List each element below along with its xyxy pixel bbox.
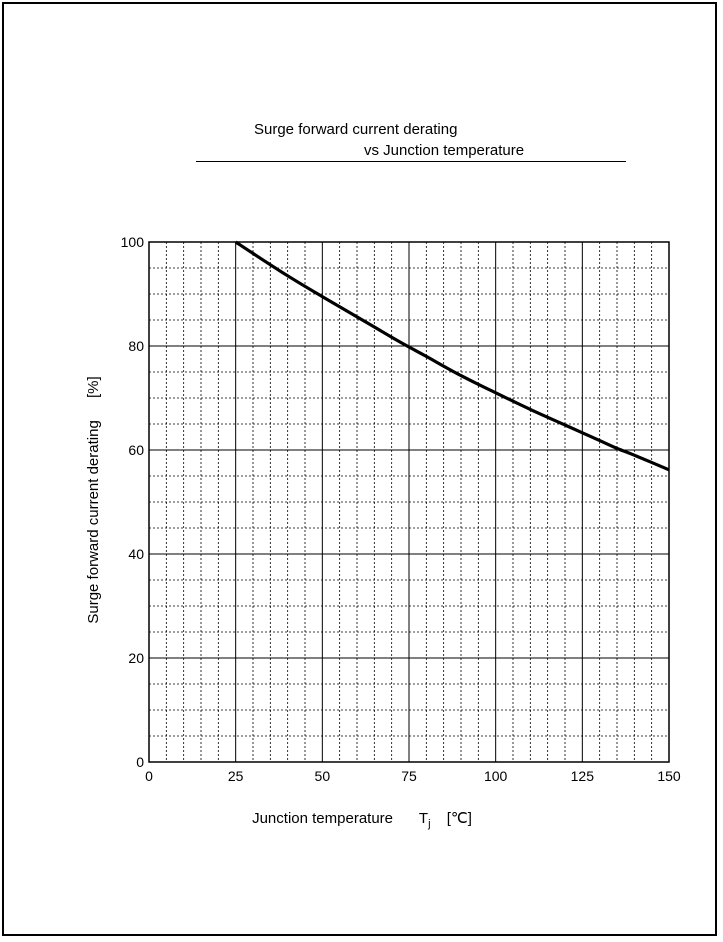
x-axis-symbol: T xyxy=(419,810,428,827)
y-axis-unit: [%] xyxy=(85,376,102,398)
y-tick-label: 0 xyxy=(136,754,144,770)
plot-border xyxy=(148,241,670,763)
y-axis-label-text: Surge forward current derating xyxy=(85,420,102,623)
x-tick-label: 100 xyxy=(484,768,508,784)
x-tick-label: 150 xyxy=(657,768,681,784)
y-axis-label: Surge forward current derating [%] xyxy=(85,376,102,623)
x-axis-label-text: Junction temperature xyxy=(252,810,393,827)
y-tick-label: 80 xyxy=(128,338,144,354)
series-layer xyxy=(234,240,670,472)
series-line xyxy=(234,240,670,472)
x-tick-label: 125 xyxy=(571,768,595,784)
x-axis-subscript: j xyxy=(427,818,430,830)
tick-labels: 0 25 50 75 100 125 150 0 20 40 60 80 100 xyxy=(121,234,681,784)
x-axis-label: Junction temperature Tj [℃] xyxy=(252,810,472,831)
title-underline xyxy=(196,161,626,162)
y-tick-label: 60 xyxy=(128,442,144,458)
y-tick-label: 40 xyxy=(128,546,144,562)
x-axis-unit: [℃] xyxy=(447,810,472,827)
x-tick-label: 50 xyxy=(315,768,331,784)
y-tick-label: 100 xyxy=(121,234,145,250)
grid xyxy=(148,241,670,763)
y-tick-label: 20 xyxy=(128,650,144,666)
x-tick-label: 75 xyxy=(401,768,417,784)
x-tick-label: 25 xyxy=(228,768,244,784)
chart-title-line2: vs Junction temperature xyxy=(364,142,525,159)
chart-title-line1: Surge forward current derating xyxy=(254,121,458,138)
x-tick-label: 0 xyxy=(145,768,153,784)
y-axis-label-group: Surge forward current derating [%] xyxy=(85,376,102,623)
